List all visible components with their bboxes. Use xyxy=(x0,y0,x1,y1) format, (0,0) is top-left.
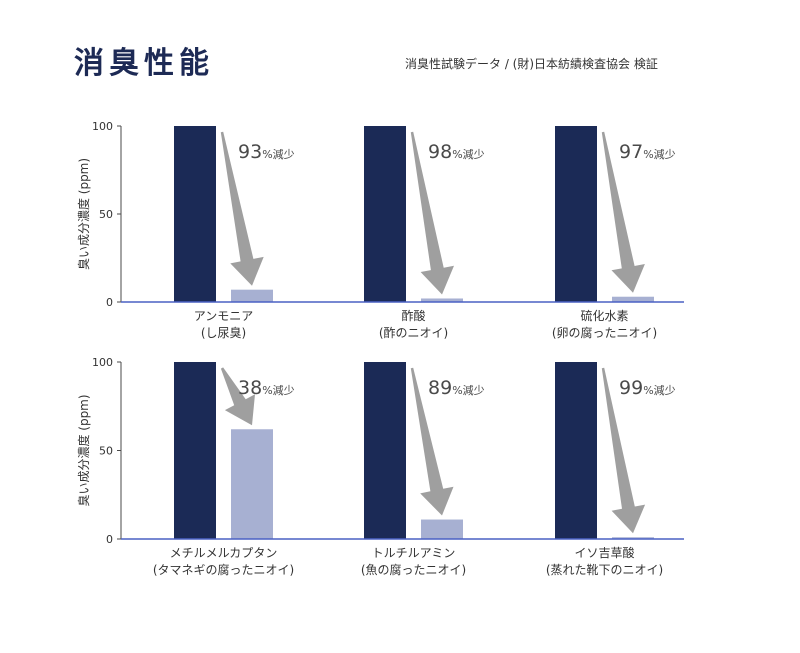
category-label: トルチルアミン xyxy=(372,546,456,560)
bar-before xyxy=(364,362,406,539)
reduction-value: 38 xyxy=(238,377,262,399)
reduction-value: 98 xyxy=(428,141,452,163)
category-sublabel: (酢のニオイ) xyxy=(379,325,448,340)
reduction-suffix: %減少 xyxy=(262,383,294,397)
source-note: 消臭性試験データ / (財)日本紡績検査協会 検証 xyxy=(405,57,658,71)
category-sublabel: (魚の腐ったニオイ) xyxy=(361,562,466,577)
reduction-value: 99 xyxy=(619,377,643,399)
bar-after xyxy=(231,289,273,302)
category-label: イソ吉草酸 xyxy=(574,545,634,560)
y-axis-label: 臭い成分濃度 (ppm) xyxy=(76,394,91,506)
reduction-arrow xyxy=(410,367,454,516)
bar-before xyxy=(555,126,597,302)
y-axis-label: 臭い成分濃度 (ppm) xyxy=(76,158,91,270)
reduction-arrow xyxy=(220,131,264,286)
reduction-label: 97%減少 xyxy=(619,141,676,163)
y-tick-label: 100 xyxy=(92,356,113,369)
bar-after xyxy=(612,537,654,539)
bar-before xyxy=(174,126,216,302)
reduction-label: 38%減少 xyxy=(238,377,295,399)
reduction-arrow xyxy=(601,367,646,534)
y-tick-label: 50 xyxy=(99,445,113,458)
reduction-value: 89 xyxy=(428,377,452,399)
bar-after xyxy=(231,429,273,539)
y-tick-label: 0 xyxy=(106,296,113,309)
bar-before xyxy=(364,126,406,302)
y-tick-label: 50 xyxy=(99,208,113,221)
bar-after xyxy=(612,296,654,302)
reduction-arrow xyxy=(410,131,454,295)
category-sublabel: (蒸れた靴下のニオイ) xyxy=(546,563,663,577)
page-title: 消臭性能 xyxy=(74,46,214,81)
y-tick-label: 0 xyxy=(106,533,113,546)
category-label: メチルメルカプタン xyxy=(170,546,278,560)
category-label: 硫化水素 xyxy=(580,308,628,323)
y-tick-label: 100 xyxy=(92,120,113,133)
reduction-suffix: %減少 xyxy=(262,147,294,161)
bar-after xyxy=(421,519,463,539)
category-sublabel: (し尿臭) xyxy=(201,325,246,340)
category-sublabel: (タマネギの腐ったニオイ) xyxy=(153,562,294,577)
category-label: アンモニア xyxy=(194,309,254,323)
bar-before xyxy=(555,362,597,539)
bar-after xyxy=(421,298,463,302)
category-sublabel: (卵の腐ったニオイ) xyxy=(552,325,657,340)
reduction-suffix: %減少 xyxy=(643,383,675,397)
reduction-arrow xyxy=(601,131,645,293)
reduction-value: 93 xyxy=(238,141,262,163)
reduction-label: 93%減少 xyxy=(238,141,295,163)
reduction-suffix: %減少 xyxy=(643,147,675,161)
reduction-label: 98%減少 xyxy=(428,141,485,163)
reduction-value: 97 xyxy=(619,141,643,163)
reduction-arrow xyxy=(220,367,255,426)
reduction-label: 89%減少 xyxy=(428,377,485,399)
bar-before xyxy=(174,362,216,539)
reduction-suffix: %減少 xyxy=(452,383,484,397)
reduction-suffix: %減少 xyxy=(452,147,484,161)
reduction-label: 99%減少 xyxy=(619,377,676,399)
category-label: 酢酸 xyxy=(401,308,425,323)
